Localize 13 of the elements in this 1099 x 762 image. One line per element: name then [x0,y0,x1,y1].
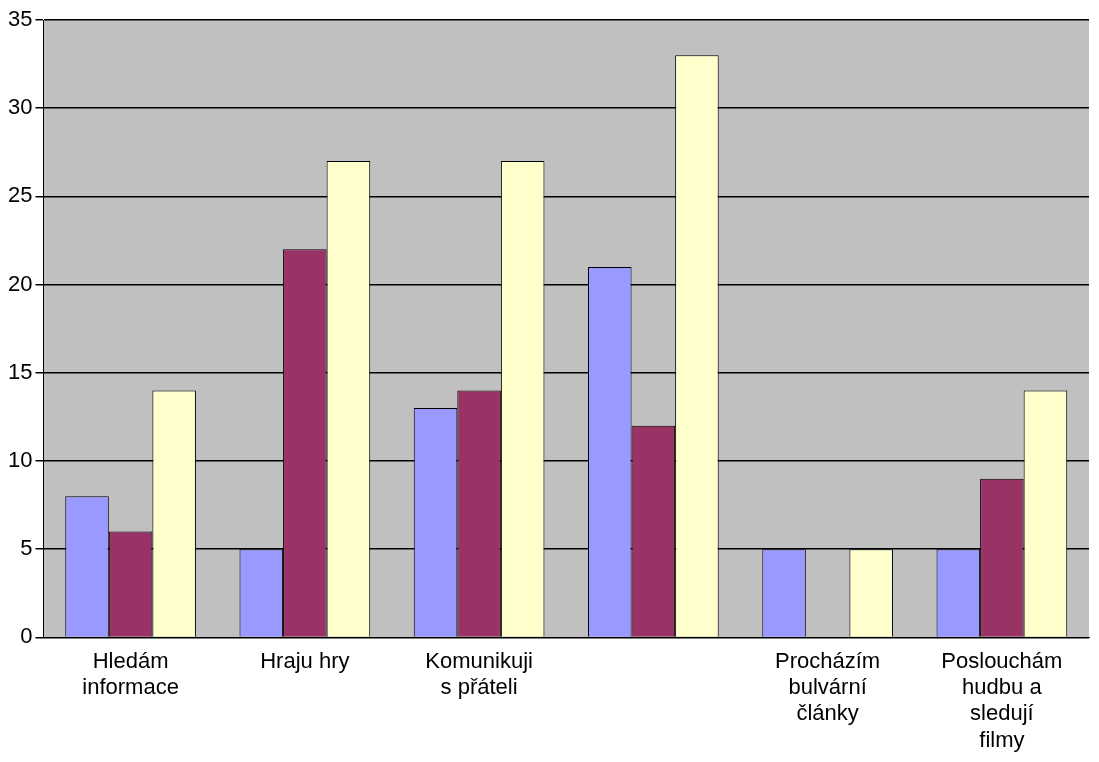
y-tick-label: 35 [7,6,33,32]
y-tick-label: 15 [7,358,33,384]
y-tick-label: 25 [7,182,33,208]
x-tick-label: Hraju hry [260,647,350,673]
y-tick-label: 5 [20,535,33,561]
y-tick-label: 0 [20,623,33,649]
y-tick-label: 20 [7,270,33,296]
x-tick-label: Komunikuji s přáteli [425,647,533,700]
x-tick-label: Hledám informace [82,647,179,700]
y-tick-label: 10 [7,447,33,473]
y-tick-label: 30 [7,94,33,120]
x-tick-label: Poslouchám hudbu a sledují filmy [941,647,1063,752]
x-tick-label: Procházím bulvární články [775,647,881,726]
